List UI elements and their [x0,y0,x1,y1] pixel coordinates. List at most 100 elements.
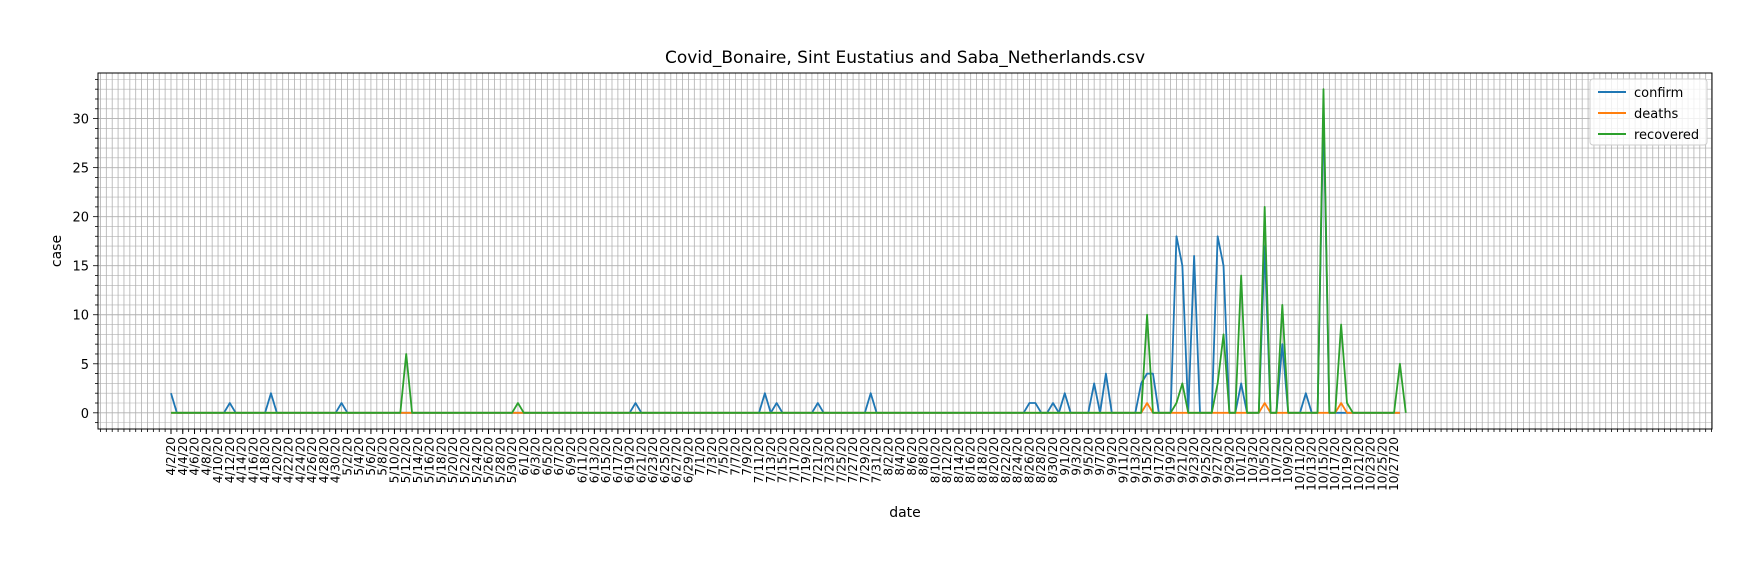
x-tick-label: 7/7/20 [728,437,742,476]
x-tick-label: 5/28/20 [493,437,507,483]
x-tick-label: 4/20/20 [270,437,284,483]
x-tick-label: 7/31/20 [870,437,884,483]
x-tick-label: 9/17/20 [1152,437,1166,483]
x-tick-label: 6/5/20 [540,437,554,476]
grid-lines [98,73,1712,429]
x-tick-label: 5/20/20 [446,437,460,483]
x-tick-label: 8/30/20 [1046,437,1060,483]
x-tick-label: 10/27/20 [1387,437,1401,491]
x-tick-label: 6/3/20 [529,437,543,476]
x-tick-label: 6/21/20 [634,437,648,483]
x-tick-label: 5/8/20 [376,437,390,476]
x-tick-label: 4/8/20 [199,437,213,476]
x-tick-label: 5/10/20 [387,437,401,483]
x-tick-label: 5/26/20 [482,437,496,483]
x-tick-label: 5/2/20 [340,437,354,476]
x-tick-label: 8/18/20 [975,437,989,483]
x-tick-label: 7/25/20 [834,437,848,483]
y-axis-label: case [49,235,65,267]
x-tick-label: 7/11/20 [752,437,766,483]
x-tick-label: 6/13/20 [587,437,601,483]
x-tick-label: 9/3/20 [1070,437,1084,476]
x-tick-label: 8/10/20 [928,437,942,483]
x-tick-label: 4/30/20 [329,437,343,483]
x-tick-label: 8/14/20 [952,437,966,483]
legend-label-deaths: deaths [1634,107,1679,122]
x-tick-label: 10/15/20 [1316,437,1330,491]
x-tick-label: 9/11/20 [1117,437,1131,483]
x-tick-label: 9/23/20 [1187,437,1201,483]
x-tick-label: 7/23/20 [823,437,837,483]
x-tick-label: 4/26/20 [305,437,319,483]
x-tick-label: 7/1/20 [693,437,707,476]
x-tick-label: 7/27/20 [846,437,860,483]
series-lines [170,88,1407,414]
x-tick-label: 10/9/20 [1281,437,1295,483]
x-tick-label: 7/9/20 [740,437,754,476]
x-tick-label: 8/8/20 [917,437,931,476]
series-line-recovered [171,88,1407,414]
x-tick-label: 5/16/20 [423,437,437,483]
x-tick-label: 5/4/20 [352,437,366,476]
x-tick-label: 9/25/20 [1199,437,1213,483]
y-tick-label: 0 [81,407,89,422]
x-tick-label: 6/7/20 [552,437,566,476]
x-tick-label: 10/25/20 [1375,437,1389,491]
x-tick-label: 10/7/20 [1269,437,1283,483]
x-tick-label: 9/1/20 [1058,437,1072,476]
y-tick-label: 20 [72,211,89,226]
x-tick-label: 6/19/20 [623,437,637,483]
x-tick-label: 6/11/20 [576,437,590,483]
x-tick-label: 6/17/20 [611,437,625,483]
y-tick-label: 15 [72,260,89,275]
x-tick-label: 4/10/20 [211,437,225,483]
x-tick-label: 7/29/20 [858,437,872,483]
x-tick-label: 8/24/20 [1011,437,1025,483]
x-tick-label: 8/4/20 [893,437,907,476]
y-tick-label: 5 [81,358,89,373]
x-tick-label: 8/28/20 [1034,437,1048,483]
y-tick-label: 10 [72,309,89,324]
x-tick-label: 4/14/20 [235,437,249,483]
x-tick-label: 8/16/20 [964,437,978,483]
x-tick-label: 4/6/20 [188,437,202,476]
x-tick-label: 6/9/20 [564,437,578,476]
x-tick-label: 6/23/20 [646,437,660,483]
x-tick-label: 5/6/20 [364,437,378,476]
x-tick-label: 7/5/20 [717,437,731,476]
x-tick-label: 8/6/20 [905,437,919,476]
plot-frame [97,72,1713,430]
x-tick-label: 10/23/20 [1364,437,1378,491]
x-tick-label: 10/21/20 [1352,437,1366,491]
x-tick-label: 5/14/20 [411,437,425,483]
x-tick-label: 4/28/20 [317,437,331,483]
legend-label-confirm: confirm [1634,86,1683,101]
x-axis-label: date [889,505,921,521]
x-tick-label: 9/9/20 [1105,437,1119,476]
legend: confirm deaths recovered [1589,78,1708,146]
x-tick-label: 8/20/20 [987,437,1001,483]
x-tick-label: 8/22/20 [999,437,1013,483]
legend-box [1589,78,1708,146]
x-tick-label: 10/17/20 [1328,437,1342,491]
x-tick-label: 6/27/20 [670,437,684,483]
x-tick-label: 5/18/20 [434,437,448,483]
series-line-deaths [171,402,1400,414]
series-line-confirm [170,107,1400,414]
x-tick-label: 7/19/20 [799,437,813,483]
axis-ticks: 0 5 10 15 20 25 30 4/2/204/4/204/6/204/8/204/10… [72,78,1712,491]
x-tick-label: 7/17/20 [787,437,801,483]
x-tick-label: 4/12/20 [223,437,237,483]
x-tick-label: 9/13/20 [1128,437,1142,483]
x-tick-label: 8/2/20 [881,437,895,476]
x-tick-label: 4/22/20 [282,437,296,483]
y-tick-label: 25 [72,162,89,177]
x-tick-label: 9/7/20 [1093,437,1107,476]
x-tick-label: 10/19/20 [1340,437,1354,491]
chart-title: Covid_Bonaire, Sint Eustatius and Saba_N… [665,48,1145,68]
x-tick-label: 4/4/20 [176,437,190,476]
y-tick-label: 30 [72,113,89,128]
x-tick-label: 7/15/20 [776,437,790,483]
